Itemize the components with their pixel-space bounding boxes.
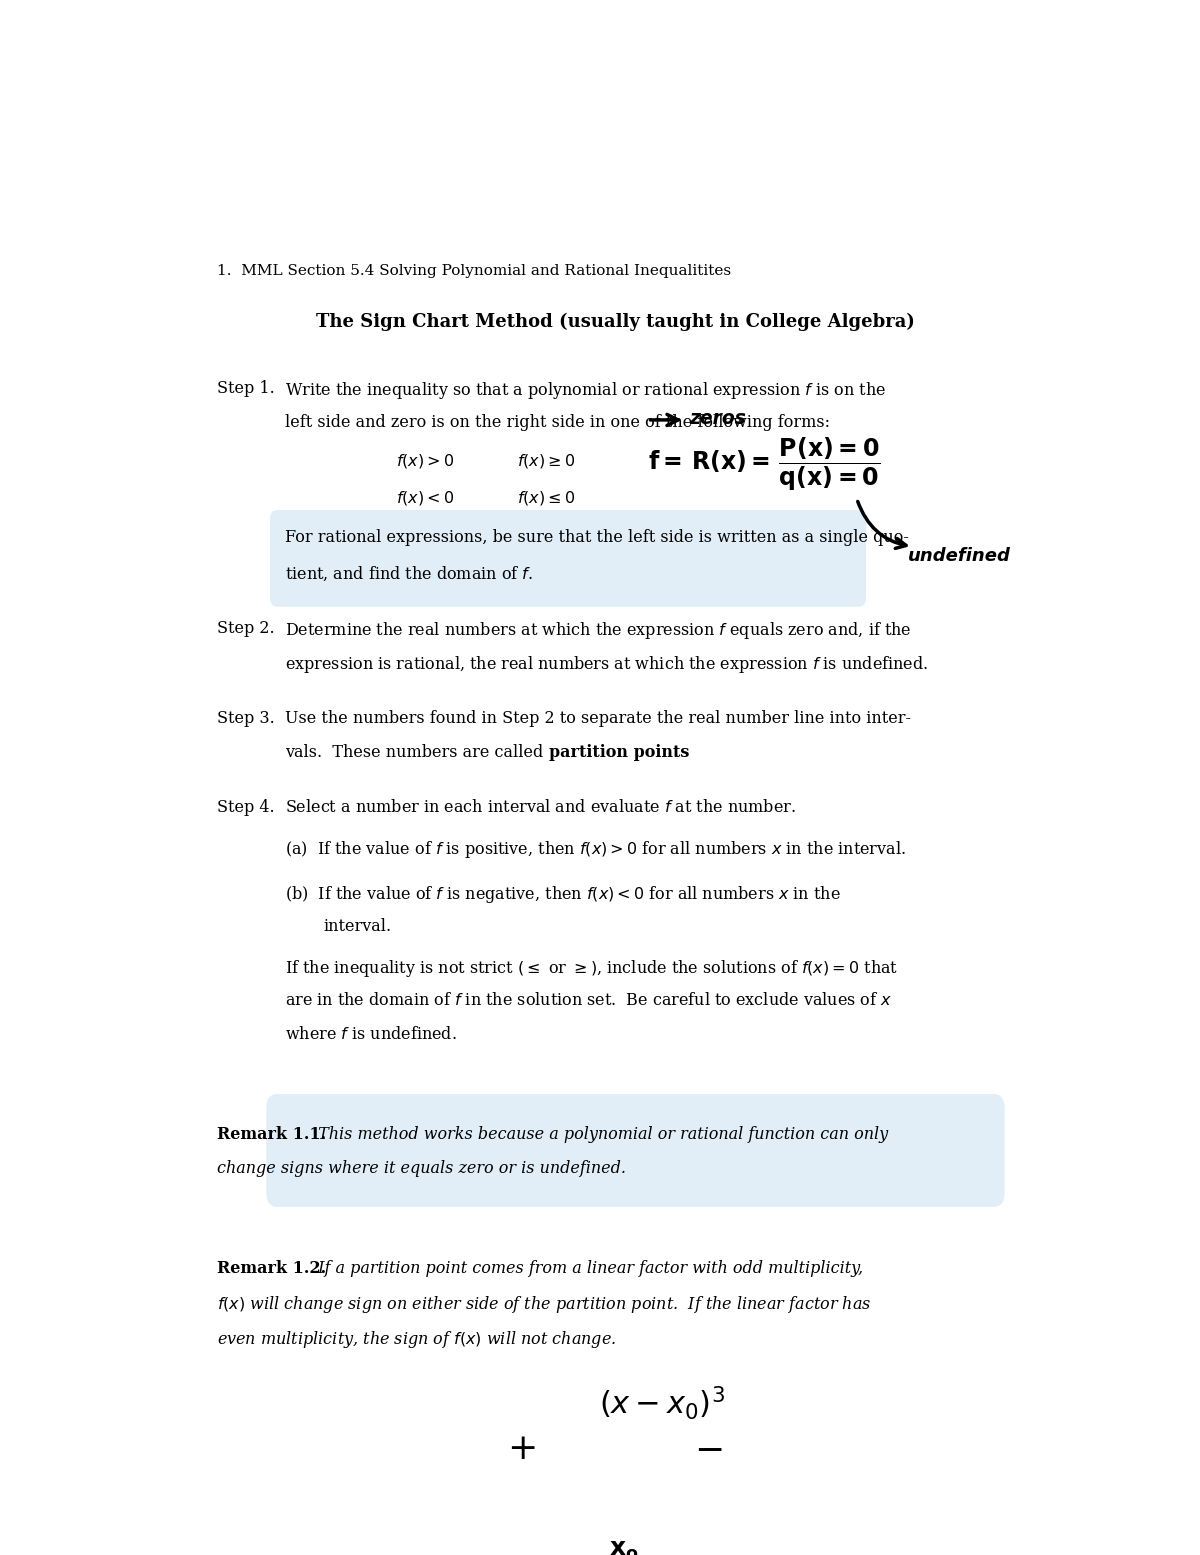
Text: (a)  If the value of $f$ is positive, then $f(x) > 0$ for all numbers $x$ in the: (a) If the value of $f$ is positive, the… — [284, 840, 906, 860]
Text: For rational expressions, be sure that the left side is written as a single quo-: For rational expressions, be sure that t… — [284, 529, 908, 546]
FancyBboxPatch shape — [266, 1095, 1004, 1207]
Text: are in the domain of $f$ in the solution set.  Be careful to exclude values of $: are in the domain of $f$ in the solution… — [284, 992, 892, 1009]
Text: Determine the real numbers at which the expression $f$ equals zero and, if the: Determine the real numbers at which the … — [284, 620, 911, 641]
Text: Use the numbers found in Step 2 to separate the real number line into inter-: Use the numbers found in Step 2 to separ… — [284, 709, 911, 726]
Text: Remark 1.2.: Remark 1.2. — [217, 1260, 326, 1277]
Text: where $f$ is undefined.: where $f$ is undefined. — [284, 1026, 457, 1043]
Text: +: + — [506, 1432, 538, 1466]
FancyBboxPatch shape — [270, 510, 866, 606]
Text: $f(x) > 0$: $f(x) > 0$ — [396, 451, 455, 470]
Text: $f(x) \geq 0$: $f(x) \geq 0$ — [517, 451, 576, 470]
Text: Write the inequality so that a polynomial or rational expression $f$ is on the: Write the inequality so that a polynomia… — [284, 379, 886, 401]
Text: Remark 1.1.: Remark 1.1. — [217, 1126, 326, 1143]
Text: $f(x) \leq 0$: $f(x) \leq 0$ — [517, 490, 576, 507]
Text: $\mathbf{f{=}\,R(x){=}\,\dfrac{P(x){=}0}{q(x){=}0}}$: $\mathbf{f{=}\,R(x){=}\,\dfrac{P(x){=}0}… — [648, 435, 880, 493]
Text: 1.  MML Section 5.4 Solving Polynomial and Rational Inequalitites: 1. MML Section 5.4 Solving Polynomial an… — [217, 264, 731, 278]
Text: If the inequality is not strict $( \leq$ or $\geq)$, include the solutions of $f: If the inequality is not strict $( \leq$… — [284, 958, 898, 978]
Text: expression is rational, the real numbers at which the expression $f$ is undefine: expression is rational, the real numbers… — [284, 655, 928, 675]
Text: This method works because a polynomial or rational function can only: This method works because a polynomial o… — [313, 1126, 888, 1143]
Text: change signs where it equals zero or is undefined.: change signs where it equals zero or is … — [217, 1160, 626, 1177]
Text: $\mathbf{x_o}$: $\mathbf{x_o}$ — [610, 1539, 640, 1555]
Text: $f(x) < 0$: $f(x) < 0$ — [396, 490, 455, 507]
Text: The Sign Chart Method (usually taught in College Algebra): The Sign Chart Method (usually taught in… — [316, 313, 914, 331]
Text: partition points: partition points — [548, 743, 689, 760]
Text: Step 2.: Step 2. — [217, 620, 275, 638]
Text: .: . — [673, 743, 678, 760]
Text: Step 3.: Step 3. — [217, 709, 275, 726]
Text: $f(x)$ will change sign on either side of the partition point.  If the linear fa: $f(x)$ will change sign on either side o… — [217, 1294, 871, 1316]
Text: Step 4.: Step 4. — [217, 799, 275, 816]
Text: undefined: undefined — [908, 547, 1010, 564]
Text: vals.  These numbers are called: vals. These numbers are called — [284, 743, 548, 760]
Text: Select a number in each interval and evaluate $f$ at the number.: Select a number in each interval and eva… — [284, 799, 796, 816]
Text: If a partition point comes from a linear factor with odd multiplicity,: If a partition point comes from a linear… — [313, 1260, 863, 1277]
Text: even multiplicity, the sign of $f(x)$ will not change.: even multiplicity, the sign of $f(x)$ wi… — [217, 1330, 617, 1350]
Text: left side and zero is on the right side in one of the following forms:: left side and zero is on the right side … — [284, 414, 830, 431]
Text: tient, and find the domain of $f$.: tient, and find the domain of $f$. — [284, 564, 533, 583]
Text: (b)  If the value of $f$ is negative, then $f(x) < 0$ for all numbers $x$ in the: (b) If the value of $f$ is negative, the… — [284, 883, 840, 905]
Text: zeros: zeros — [689, 409, 746, 428]
Text: interval.: interval. — [324, 917, 392, 935]
Text: $(x - x_0)^3$: $(x - x_0)^3$ — [599, 1384, 725, 1421]
Text: $-$: $-$ — [694, 1432, 722, 1466]
Text: Step 1.: Step 1. — [217, 379, 275, 397]
